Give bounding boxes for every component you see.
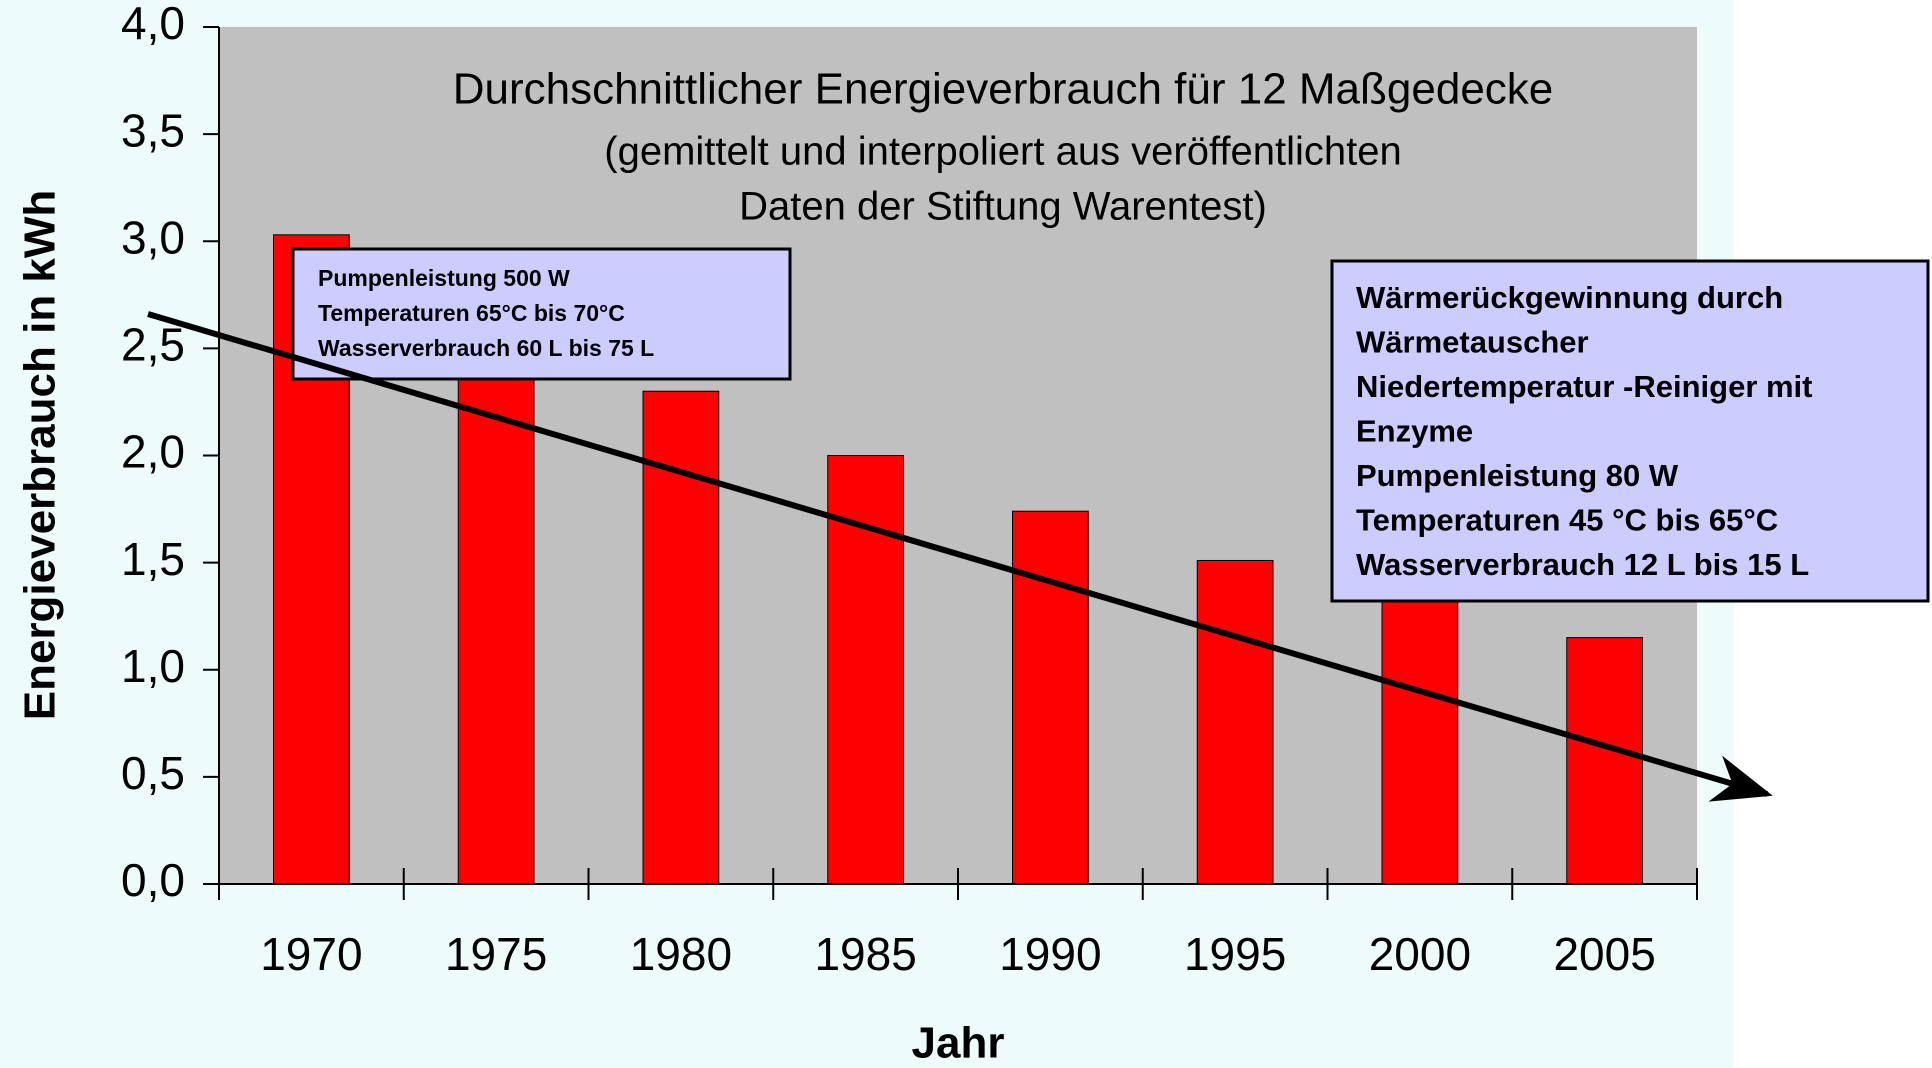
- bar: [1012, 510, 1089, 885]
- annotation-text: Wasserverbrauch 60 L bis 75 L: [318, 335, 654, 361]
- y-tick-label: 2,0: [121, 426, 185, 478]
- bar: [457, 358, 535, 885]
- annotations: Pumpenleistung 500 W Temperaturen 65°C bi…: [318, 265, 1813, 582]
- y-tick-label: 3,0: [121, 211, 185, 263]
- x-axis-label: Jahr: [912, 1019, 1005, 1068]
- chart-subtitle: Daten der Stiftung Warentest): [739, 185, 1267, 229]
- annotation-box: [1330, 259, 1930, 603]
- annotation-text: Pumpenleistung 500 W: [318, 265, 570, 291]
- y-tick-label: 2,5: [121, 319, 185, 371]
- bar: [1566, 637, 1643, 885]
- y-tick-label: 1,5: [121, 533, 185, 585]
- annotation-text: Enzyme: [1356, 414, 1473, 449]
- annotation-text: Pumpenleistung 80 W: [1356, 458, 1679, 493]
- annotation-text: Wasserverbrauch 12 L bis 15 L: [1356, 547, 1809, 582]
- y-tick-label: 3,5: [121, 104, 185, 156]
- y-tick-label: 1,0: [121, 640, 185, 692]
- bars: [273, 234, 1643, 885]
- x-tick-label: 1985: [814, 928, 916, 980]
- x-tick-label: 2005: [1553, 928, 1655, 980]
- annotation-box: [291, 247, 792, 381]
- y-tick-label: 0,0: [121, 854, 185, 906]
- annotation-text: Wärmerückgewinnung durch: [1356, 280, 1783, 315]
- axes: 0,0 0,5 1,0 1,5 2,0 2,5 3,0 3,5 4,0 1970 1975 1980 1…: [121, 0, 1698, 980]
- bar: [1196, 559, 1274, 885]
- annotation-text: Niedertemperatur -Reiniger mit: [1356, 369, 1813, 404]
- x-tick-label: 1990: [999, 928, 1101, 980]
- y-tick-label: 4,0: [121, 0, 185, 49]
- trend-arrow: [147, 311, 1773, 802]
- annotation-text: Temperaturen 65°C bis 70°C: [318, 300, 625, 326]
- x-tick-label: 1980: [630, 928, 732, 980]
- x-tick-label: 2000: [1369, 928, 1471, 980]
- annotation-text: Temperaturen 45 °C bis 65°C: [1356, 503, 1778, 538]
- x-tick-label: 1995: [1184, 928, 1286, 980]
- annotation-text: Wärmetauscher: [1356, 325, 1589, 360]
- chart-subtitle: (gemittelt und interpoliert aus veröffen…: [604, 130, 1401, 174]
- y-axis-label: Energieverbrauch in kWh: [16, 190, 65, 721]
- bar: [1381, 594, 1459, 885]
- x-tick-label: 1975: [445, 928, 547, 980]
- chart-title: Durchschnittlicher Energieverbrauch für …: [453, 65, 1554, 114]
- x-tick-label: 1970: [260, 928, 362, 980]
- y-tick-label: 0,5: [121, 747, 185, 799]
